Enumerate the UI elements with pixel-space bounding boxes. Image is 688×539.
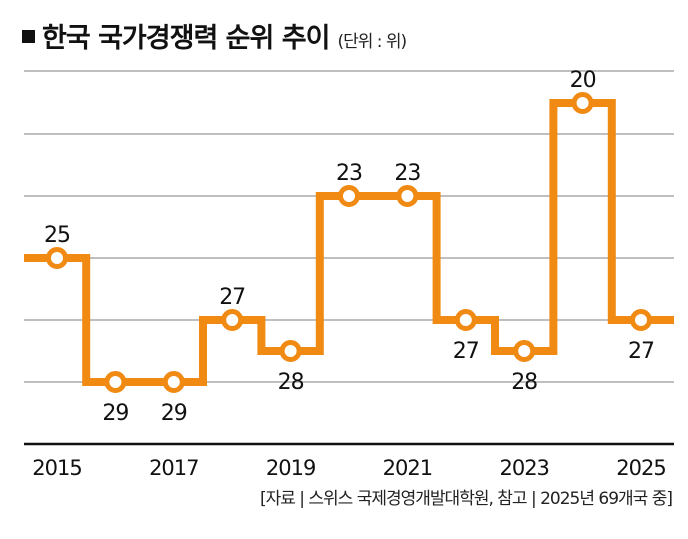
data-point xyxy=(221,309,244,331)
title-text: 한국 국가경쟁력 순위 추이 xyxy=(42,23,330,54)
x-tick-label: 2021 xyxy=(383,456,432,480)
x-tick-label: 2023 xyxy=(499,456,548,480)
data-point xyxy=(104,371,127,393)
x-tick-label: 2017 xyxy=(149,456,198,480)
data-point xyxy=(571,92,594,114)
data-point xyxy=(454,309,477,331)
data-label: 28 xyxy=(511,370,537,395)
source-note: [자료 | 스위스 국제경영개발대학원, 참고 | 2025년 69개국 중] xyxy=(259,489,673,509)
data-label: 27 xyxy=(219,285,245,310)
data-label: 25 xyxy=(44,223,70,248)
title-bullet-icon xyxy=(22,30,35,43)
data-point xyxy=(162,371,185,393)
data-point xyxy=(338,185,360,207)
chart-title: 한국 국가경쟁력 순위 추이 (단위 : 위) xyxy=(22,16,407,56)
data-label: 23 xyxy=(336,161,362,186)
data-point xyxy=(513,340,536,362)
data-label: 23 xyxy=(394,161,420,186)
data-label: 27 xyxy=(453,339,479,364)
data-label: 29 xyxy=(161,401,187,426)
x-tick-label: 2019 xyxy=(266,456,315,480)
data-label: 20 xyxy=(570,68,596,93)
x-tick-label: 2025 xyxy=(616,456,665,480)
data-label: 29 xyxy=(102,401,128,426)
data-label: 27 xyxy=(628,339,654,364)
x-tick-label: 2015 xyxy=(32,456,81,480)
data-point xyxy=(396,185,419,207)
data-label: 28 xyxy=(278,370,304,395)
series-step-line xyxy=(24,99,674,386)
data-point xyxy=(279,340,302,362)
data-point xyxy=(46,247,68,269)
unit-label: (단위 : 위) xyxy=(337,32,407,52)
data-point xyxy=(630,309,652,331)
